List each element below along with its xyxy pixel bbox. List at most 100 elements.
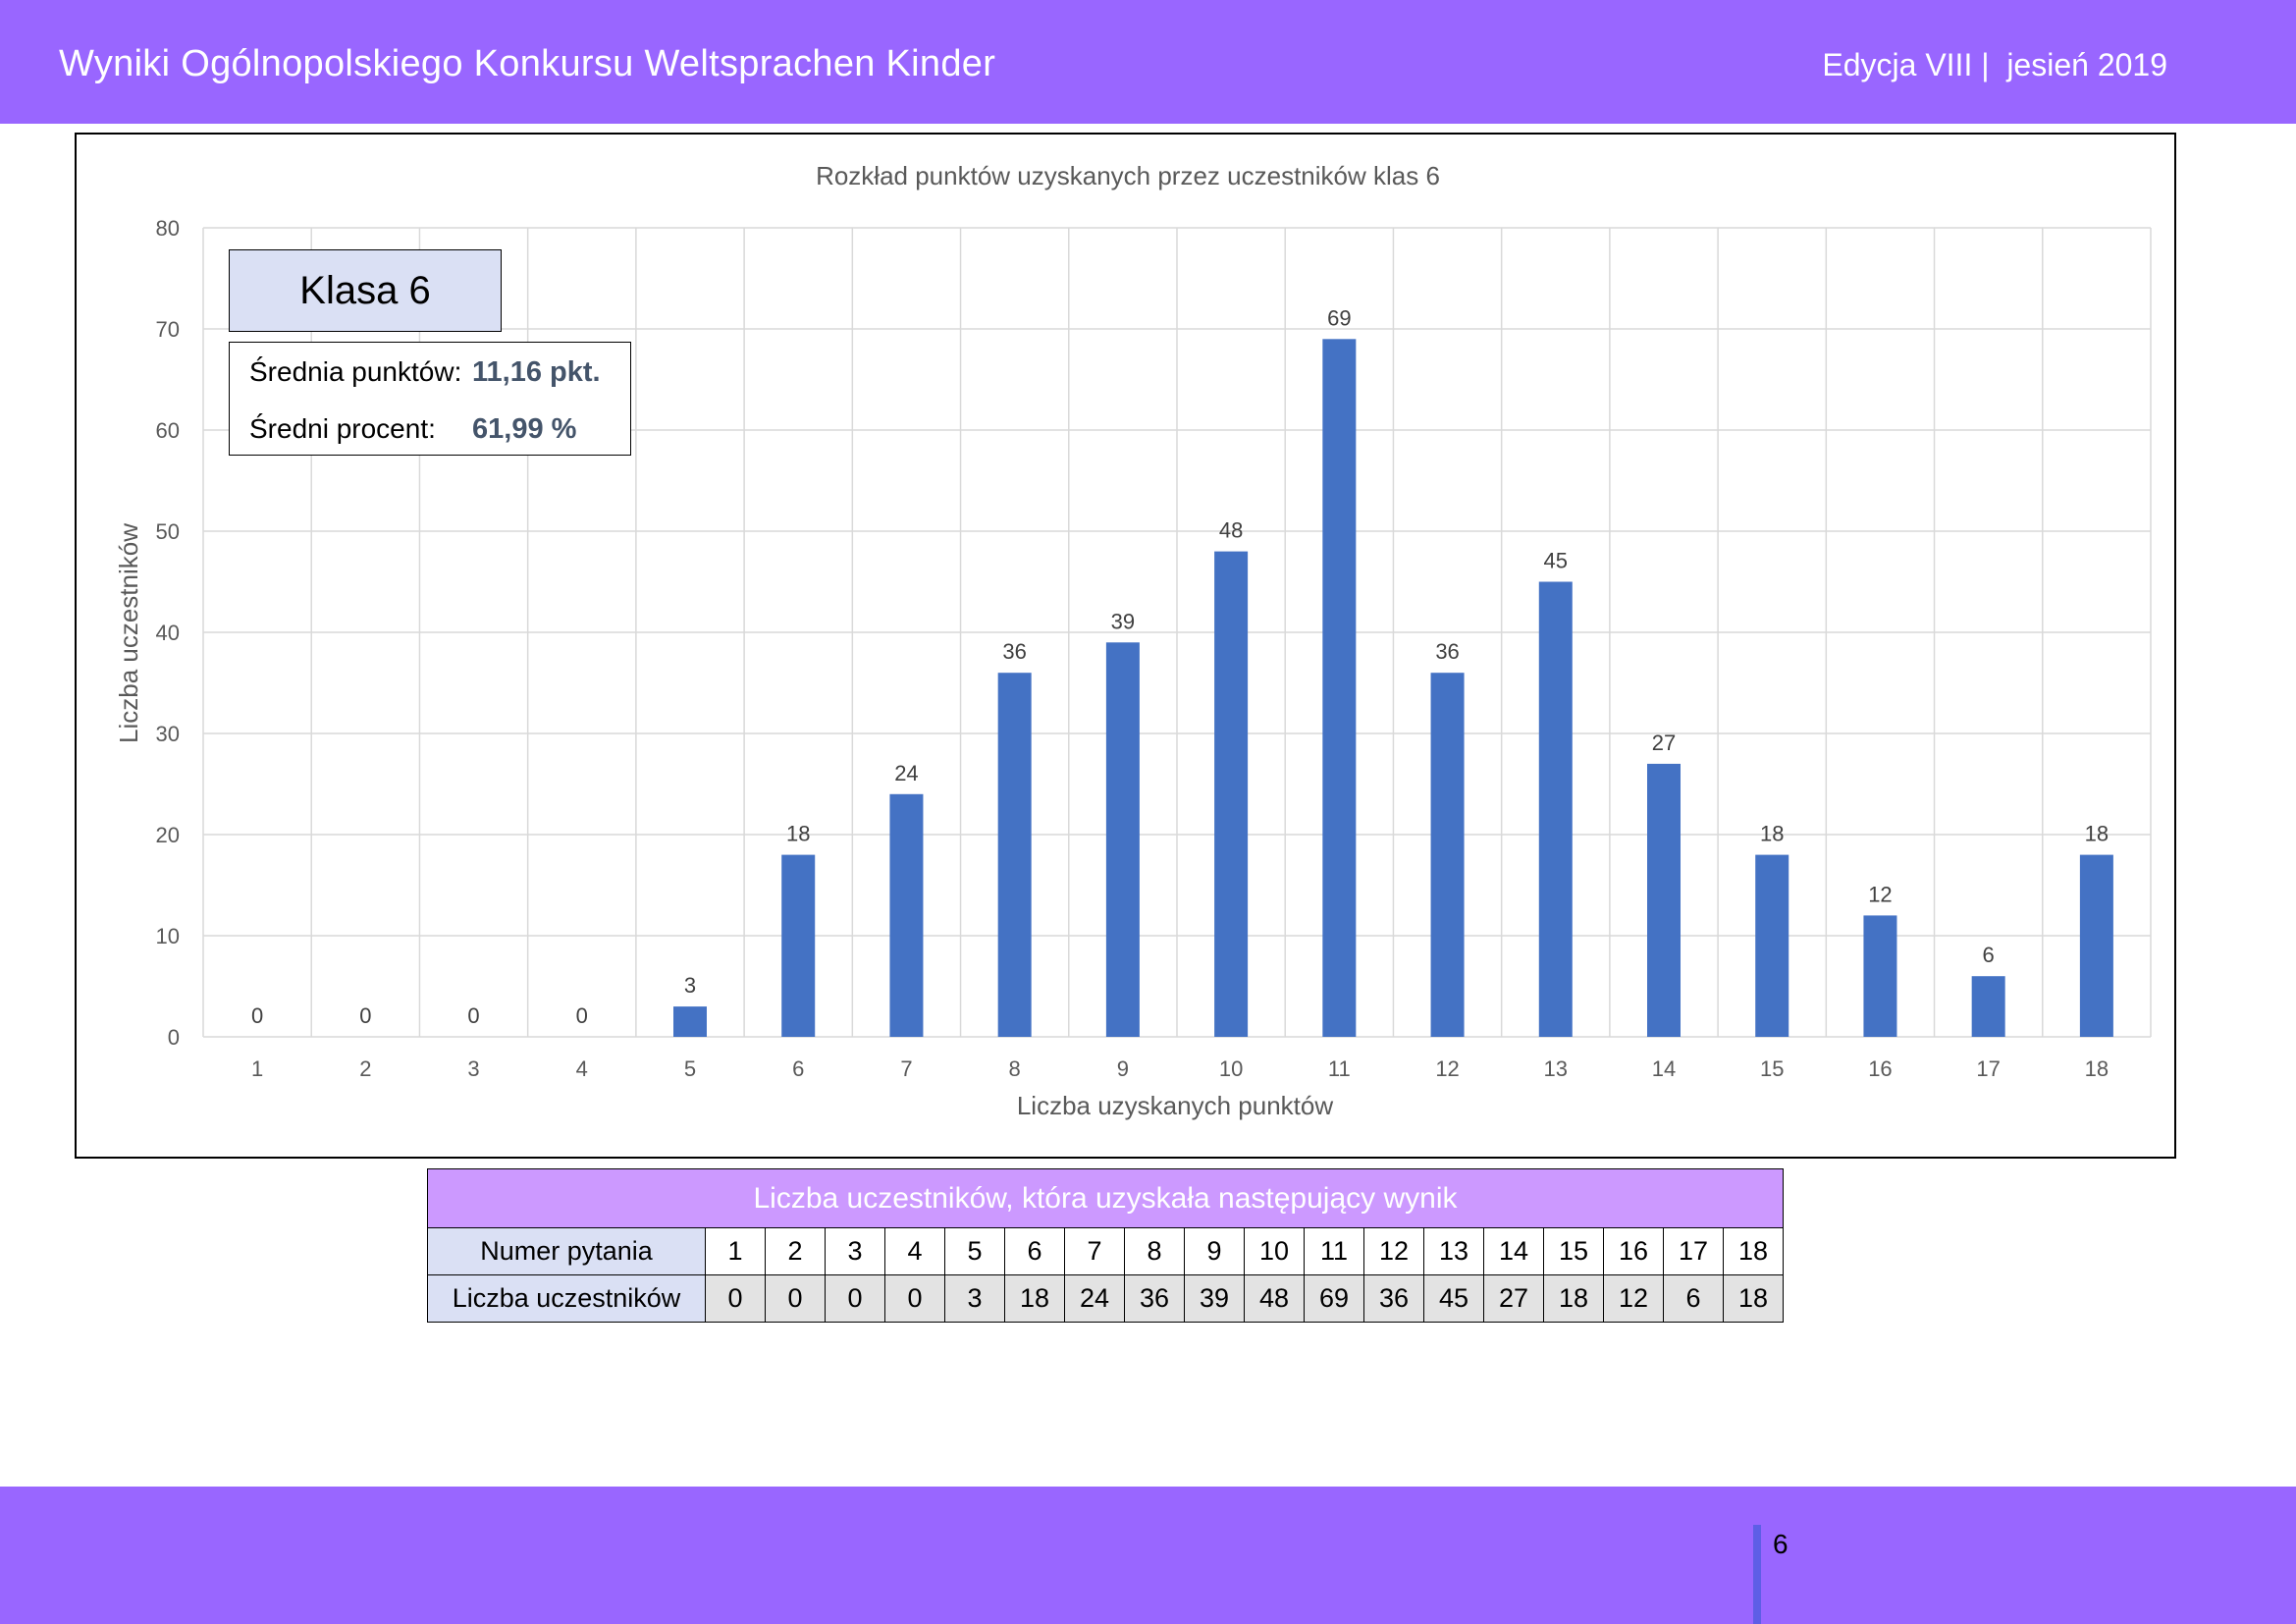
- bar: [1538, 581, 1573, 1037]
- data-label: 39: [1111, 609, 1135, 633]
- data-label: 18: [786, 822, 810, 846]
- table-cell-count: 3: [944, 1274, 1005, 1323]
- x-tick-label: 15: [1760, 1056, 1784, 1081]
- table-cell-count: 0: [765, 1274, 826, 1323]
- table-cell-number: 17: [1663, 1227, 1724, 1275]
- data-label: 0: [576, 1003, 588, 1028]
- bar: [1647, 763, 1681, 1037]
- table-cell-count: 69: [1304, 1274, 1364, 1323]
- x-tick-label: 8: [1009, 1056, 1021, 1081]
- data-label: 45: [1544, 549, 1568, 573]
- table-cell-count: 18: [1543, 1274, 1604, 1323]
- bar: [1214, 551, 1249, 1037]
- data-label: 0: [467, 1003, 479, 1028]
- bar: [1755, 854, 1789, 1037]
- table-row: Numer pytania 1 2 3 4 5 6 7 8 9 10 11 12 13 14 15 16 17 1…: [427, 1227, 1784, 1275]
- table-cell-count: 0: [825, 1274, 885, 1323]
- edition-label: Edycja VIII | jesień 2019: [1822, 47, 2167, 82]
- avg-points-label: Średnia punktów:: [249, 356, 462, 387]
- table-cell-count: 0: [884, 1274, 945, 1323]
- x-tick-label: 17: [1976, 1056, 2000, 1081]
- bar: [997, 673, 1032, 1037]
- table-cell-number: 2: [765, 1227, 826, 1275]
- x-tick-label: 9: [1117, 1056, 1129, 1081]
- bar: [1322, 339, 1357, 1037]
- table-cell-number: 18: [1723, 1227, 1784, 1275]
- y-tick-label: 60: [156, 418, 180, 443]
- table-cell-count: 6: [1663, 1274, 1724, 1323]
- y-tick-label: 10: [156, 924, 180, 948]
- table-cell-number: 3: [825, 1227, 885, 1275]
- page-number: 6: [1773, 1529, 1789, 1559]
- y-tick-label: 30: [156, 722, 180, 746]
- table-cell-number: 10: [1244, 1227, 1305, 1275]
- table-row: Liczba uczestników 0 0 0 0 3 18 24 36 39 48 69 36 45…: [427, 1274, 1784, 1323]
- footer-accent-bar: [1753, 1525, 1761, 1624]
- table-cell-number: 5: [944, 1227, 1005, 1275]
- page-title: Wyniki Ogólnopolskiego Konkursu Weltspra…: [59, 43, 996, 84]
- x-tick-label: 18: [2085, 1056, 2109, 1081]
- x-tick-label: 13: [1544, 1056, 1568, 1081]
- table-cell-count: 18: [1004, 1274, 1065, 1323]
- class-label-box: Klasa 6: [229, 249, 502, 332]
- table-cell-count: 24: [1064, 1274, 1125, 1323]
- data-label: 69: [1327, 305, 1351, 330]
- x-tick-label: 3: [467, 1056, 479, 1081]
- data-label: 0: [251, 1003, 263, 1028]
- table-cell-number: 6: [1004, 1227, 1065, 1275]
- avg-percent-value: 61,99 %: [472, 413, 577, 445]
- bar-chart: 0102030405060708001020304351862473683994…: [114, 161, 2152, 1120]
- table-cell-number: 1: [705, 1227, 766, 1275]
- row-label-numbers: Numer pytania: [427, 1227, 706, 1275]
- table-cell-number: 11: [1304, 1227, 1364, 1275]
- x-tick-label: 7: [900, 1056, 912, 1081]
- x-tick-label: 6: [792, 1056, 804, 1081]
- avg-points-value: 11,16 pkt.: [472, 356, 601, 388]
- data-label: 18: [1760, 822, 1784, 846]
- page-header: Wyniki Ogólnopolskiego Konkursu Weltspra…: [0, 0, 2296, 124]
- y-axis-title: Liczba uczestników: [114, 523, 143, 743]
- table-cell-count: 39: [1184, 1274, 1245, 1323]
- table-cell-count: 18: [1723, 1274, 1784, 1323]
- x-tick-label: 10: [1219, 1056, 1243, 1081]
- y-tick-label: 40: [156, 621, 180, 645]
- table-cell-count: 27: [1483, 1274, 1544, 1323]
- x-tick-label: 12: [1435, 1056, 1459, 1081]
- x-axis-title: Liczba uzyskanych punktów: [1017, 1091, 1334, 1120]
- results-table: Liczba uczestników, która uzyskała nastę…: [427, 1168, 1784, 1323]
- y-tick-label: 0: [168, 1025, 180, 1050]
- data-label: 3: [684, 973, 696, 998]
- bar: [1863, 915, 1897, 1037]
- y-tick-label: 70: [156, 317, 180, 342]
- y-tick-label: 50: [156, 519, 180, 544]
- table-cell-count: 36: [1124, 1274, 1185, 1323]
- bar: [2079, 854, 2113, 1037]
- table-cell-number: 4: [884, 1227, 945, 1275]
- x-tick-label: 1: [251, 1056, 263, 1081]
- page-footer: [0, 1487, 2296, 1624]
- data-label: 48: [1219, 518, 1243, 543]
- bar: [1430, 673, 1465, 1037]
- table-cell-number: 14: [1483, 1227, 1544, 1275]
- data-label: 24: [894, 761, 918, 785]
- data-label: 6: [1983, 943, 1995, 967]
- table-cell-number: 15: [1543, 1227, 1604, 1275]
- table-cell-number: 9: [1184, 1227, 1245, 1275]
- avg-points-row: Średnia punktów: 11,16 pkt.: [249, 352, 601, 392]
- table-cell-number: 16: [1603, 1227, 1664, 1275]
- x-tick-label: 11: [1328, 1056, 1351, 1081]
- stats-box: Średnia punktów: 11,16 pkt. Średni proce…: [229, 342, 631, 456]
- x-tick-label: 4: [576, 1056, 588, 1081]
- y-tick-label: 80: [156, 216, 180, 241]
- data-label: 0: [359, 1003, 371, 1028]
- bar: [781, 854, 816, 1037]
- data-label: 36: [1435, 639, 1459, 664]
- table-caption: Liczba uczestników, która uzyskała nastę…: [427, 1168, 1784, 1228]
- chart-title: Rozkład punktów uzyskanych przez uczestn…: [816, 161, 1440, 190]
- bar: [889, 793, 924, 1037]
- table-cell-count: 0: [705, 1274, 766, 1323]
- table-cell-count: 12: [1603, 1274, 1664, 1323]
- y-tick-label: 20: [156, 823, 180, 847]
- x-tick-label: 16: [1868, 1056, 1892, 1081]
- table-cell-number: 13: [1423, 1227, 1484, 1275]
